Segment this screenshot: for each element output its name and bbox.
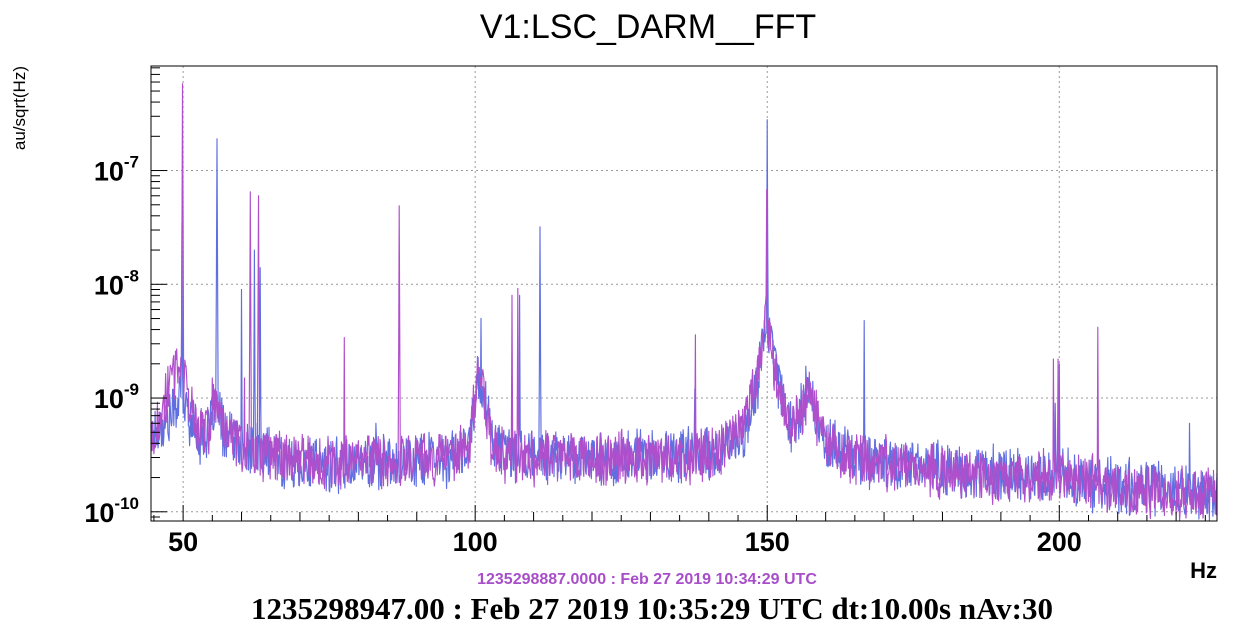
x-tick-label: 200 [1037,527,1082,557]
chart-title: V1:LSC_DARM__FFT [480,8,816,46]
spectrum-series-2 [150,83,1218,522]
plot-frame [150,65,1218,522]
y-tick-label: 10-10 [84,494,139,528]
x-tick-label: 100 [453,527,498,557]
axis-ticks [151,67,1206,521]
x-tick-label: 150 [745,527,790,557]
reference-time-label: 1235298887.0000 : Feb 27 2019 10:34:29 U… [477,571,817,588]
y-axis-label: au/sqrt(Hz) [10,66,29,150]
x-tick-label: 50 [168,527,198,557]
x-tick-labels: 50 100 150 200 [168,527,1082,557]
y-tick-label: 10-7 [94,153,139,187]
y-tick-label: 10-8 [94,266,139,300]
measurement-time-footer: 1235298947.00 : Feb 27 2019 10:35:29 UTC… [251,591,1053,626]
series-layer [150,83,1218,522]
y-tick-labels: 10-10 10-9 10-8 10-7 [84,153,139,528]
y-tick-label: 10-9 [94,380,139,414]
x-axis-label: Hz [1190,558,1217,583]
